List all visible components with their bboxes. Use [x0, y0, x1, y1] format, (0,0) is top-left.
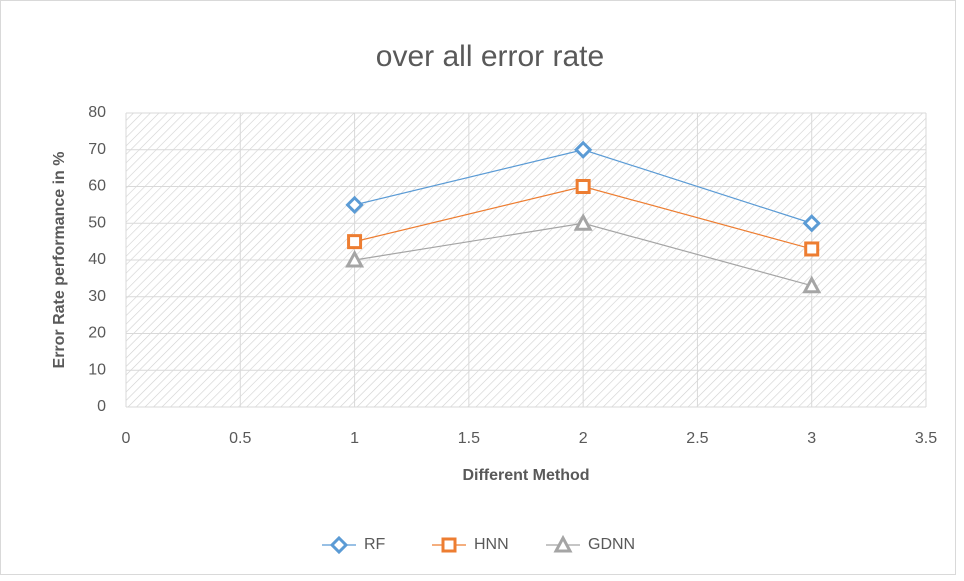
- legend-marker: [441, 537, 457, 553]
- x-tick-label: 2: [579, 430, 588, 447]
- y-tick-label: 50: [88, 214, 106, 231]
- y-axis-label: Error Rate performance in %: [51, 152, 68, 369]
- legend-marker: [553, 534, 573, 553]
- y-tick-label: 80: [88, 104, 106, 121]
- y-tick-label: 0: [97, 398, 106, 415]
- data-point: [574, 140, 593, 159]
- legend-marker: [329, 535, 349, 555]
- y-tick-label: 40: [88, 251, 106, 268]
- y-tick-label: 60: [88, 178, 106, 195]
- x-tick-label: 1: [350, 430, 359, 447]
- y-tick-label: 10: [88, 361, 106, 378]
- legend-label: RF: [364, 536, 386, 553]
- x-tick-label: 3: [807, 430, 816, 447]
- x-tick-label: 0: [122, 430, 131, 447]
- y-tick-label: 30: [88, 288, 106, 305]
- x-axis-label: Different Method: [462, 467, 589, 484]
- y-tick-label: 70: [88, 141, 106, 158]
- x-tick-label: 3.5: [915, 430, 937, 447]
- data-point: [802, 214, 821, 233]
- x-tick-label: 1.5: [458, 430, 480, 447]
- data-point: [804, 241, 820, 257]
- data-point: [575, 179, 591, 194]
- data-point: [345, 195, 364, 214]
- x-tick-label: 0.5: [229, 430, 251, 447]
- data-point: [573, 213, 593, 231]
- chart-title: over all error rate: [376, 40, 604, 73]
- y-tick-label: 20: [88, 325, 106, 342]
- legend-label: GDNN: [588, 536, 635, 553]
- legend-label: HNN: [474, 536, 509, 553]
- data-point: [802, 275, 822, 294]
- data-point: [347, 234, 363, 250]
- data-point: [345, 249, 365, 268]
- x-tick-label: 2.5: [686, 430, 708, 447]
